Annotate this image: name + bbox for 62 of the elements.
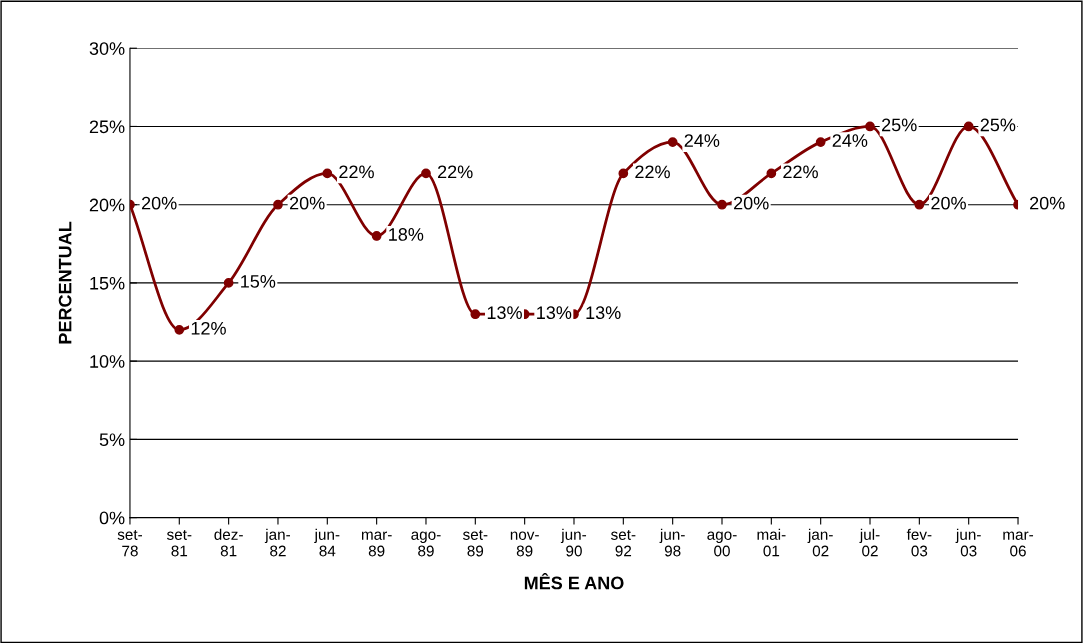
x-tick-label: jul-02 [859,528,880,557]
data-label: 18% [389,228,424,241]
point [322,168,333,179]
x-tick-label: fev-03 [906,528,932,557]
x-tick-label: set-78 [117,529,143,557]
x-tick-label: jan-02 [807,528,833,557]
x-tick-label: set-81 [166,529,192,557]
data-label: 15% [241,275,276,288]
y-tick-label: 15% [90,276,125,290]
point [174,324,185,335]
point [223,278,234,288]
x-tick-label: set-92 [611,529,636,557]
point [667,137,678,147]
data-label: 13% [537,306,572,320]
point [421,168,431,179]
data-label: 20% [289,196,325,210]
x-tick-label: dez-81 [214,528,243,557]
x-tick-label: ago-00 [707,531,737,557]
point [371,231,382,241]
x-tick-label: mai-01 [757,528,786,557]
y-tick-label: 30% [89,42,125,55]
point [815,137,826,147]
data-label: 20% [931,196,966,210]
x-tick-label: jun-90 [560,528,587,557]
data-label: 20% [734,196,769,210]
data-label: 12% [191,321,226,335]
point [717,199,727,210]
y-axis-title: PERCENTUAL [58,221,72,344]
point [618,168,629,179]
y-tick-label: 10% [90,355,125,368]
data-label: 20% [1030,196,1065,210]
point [914,199,925,210]
x-tick-label: jun-84 [314,528,340,557]
data-label: 24% [832,134,868,147]
point [963,121,974,132]
y-tick-label: 5% [99,433,125,447]
point [273,199,283,210]
x-tick-label: nov-89 [510,531,539,557]
data-label: 25% [980,118,1016,132]
y-tick-label: 20% [89,198,125,212]
x-axis-title: MÊS E ANO [524,573,624,590]
x-tick-label: mar-06 [1003,531,1034,557]
data-label: 13% [487,306,522,320]
x-tick-label: ago-89 [411,531,441,557]
x-tick-label: jan-82 [264,528,291,557]
point [865,121,875,132]
data-label: 22% [635,165,670,179]
x-tick-label: jun-03 [955,528,981,557]
x-tick-label: mar-89 [361,531,392,557]
y-tick-label: 0% [99,511,125,525]
point [766,168,777,179]
data-label: 22% [438,165,473,179]
x-tick-label: set-89 [463,529,488,557]
data-label: 20% [141,196,177,210]
y-tick-label: 25% [89,120,125,134]
data-label: 25% [882,118,917,132]
data-label: 24% [684,134,720,147]
x-tick-label: jun-98 [659,528,685,557]
data-label: 22% [783,165,818,179]
point [470,309,481,320]
data-label: 22% [339,165,374,179]
data-label: 13% [586,306,621,320]
